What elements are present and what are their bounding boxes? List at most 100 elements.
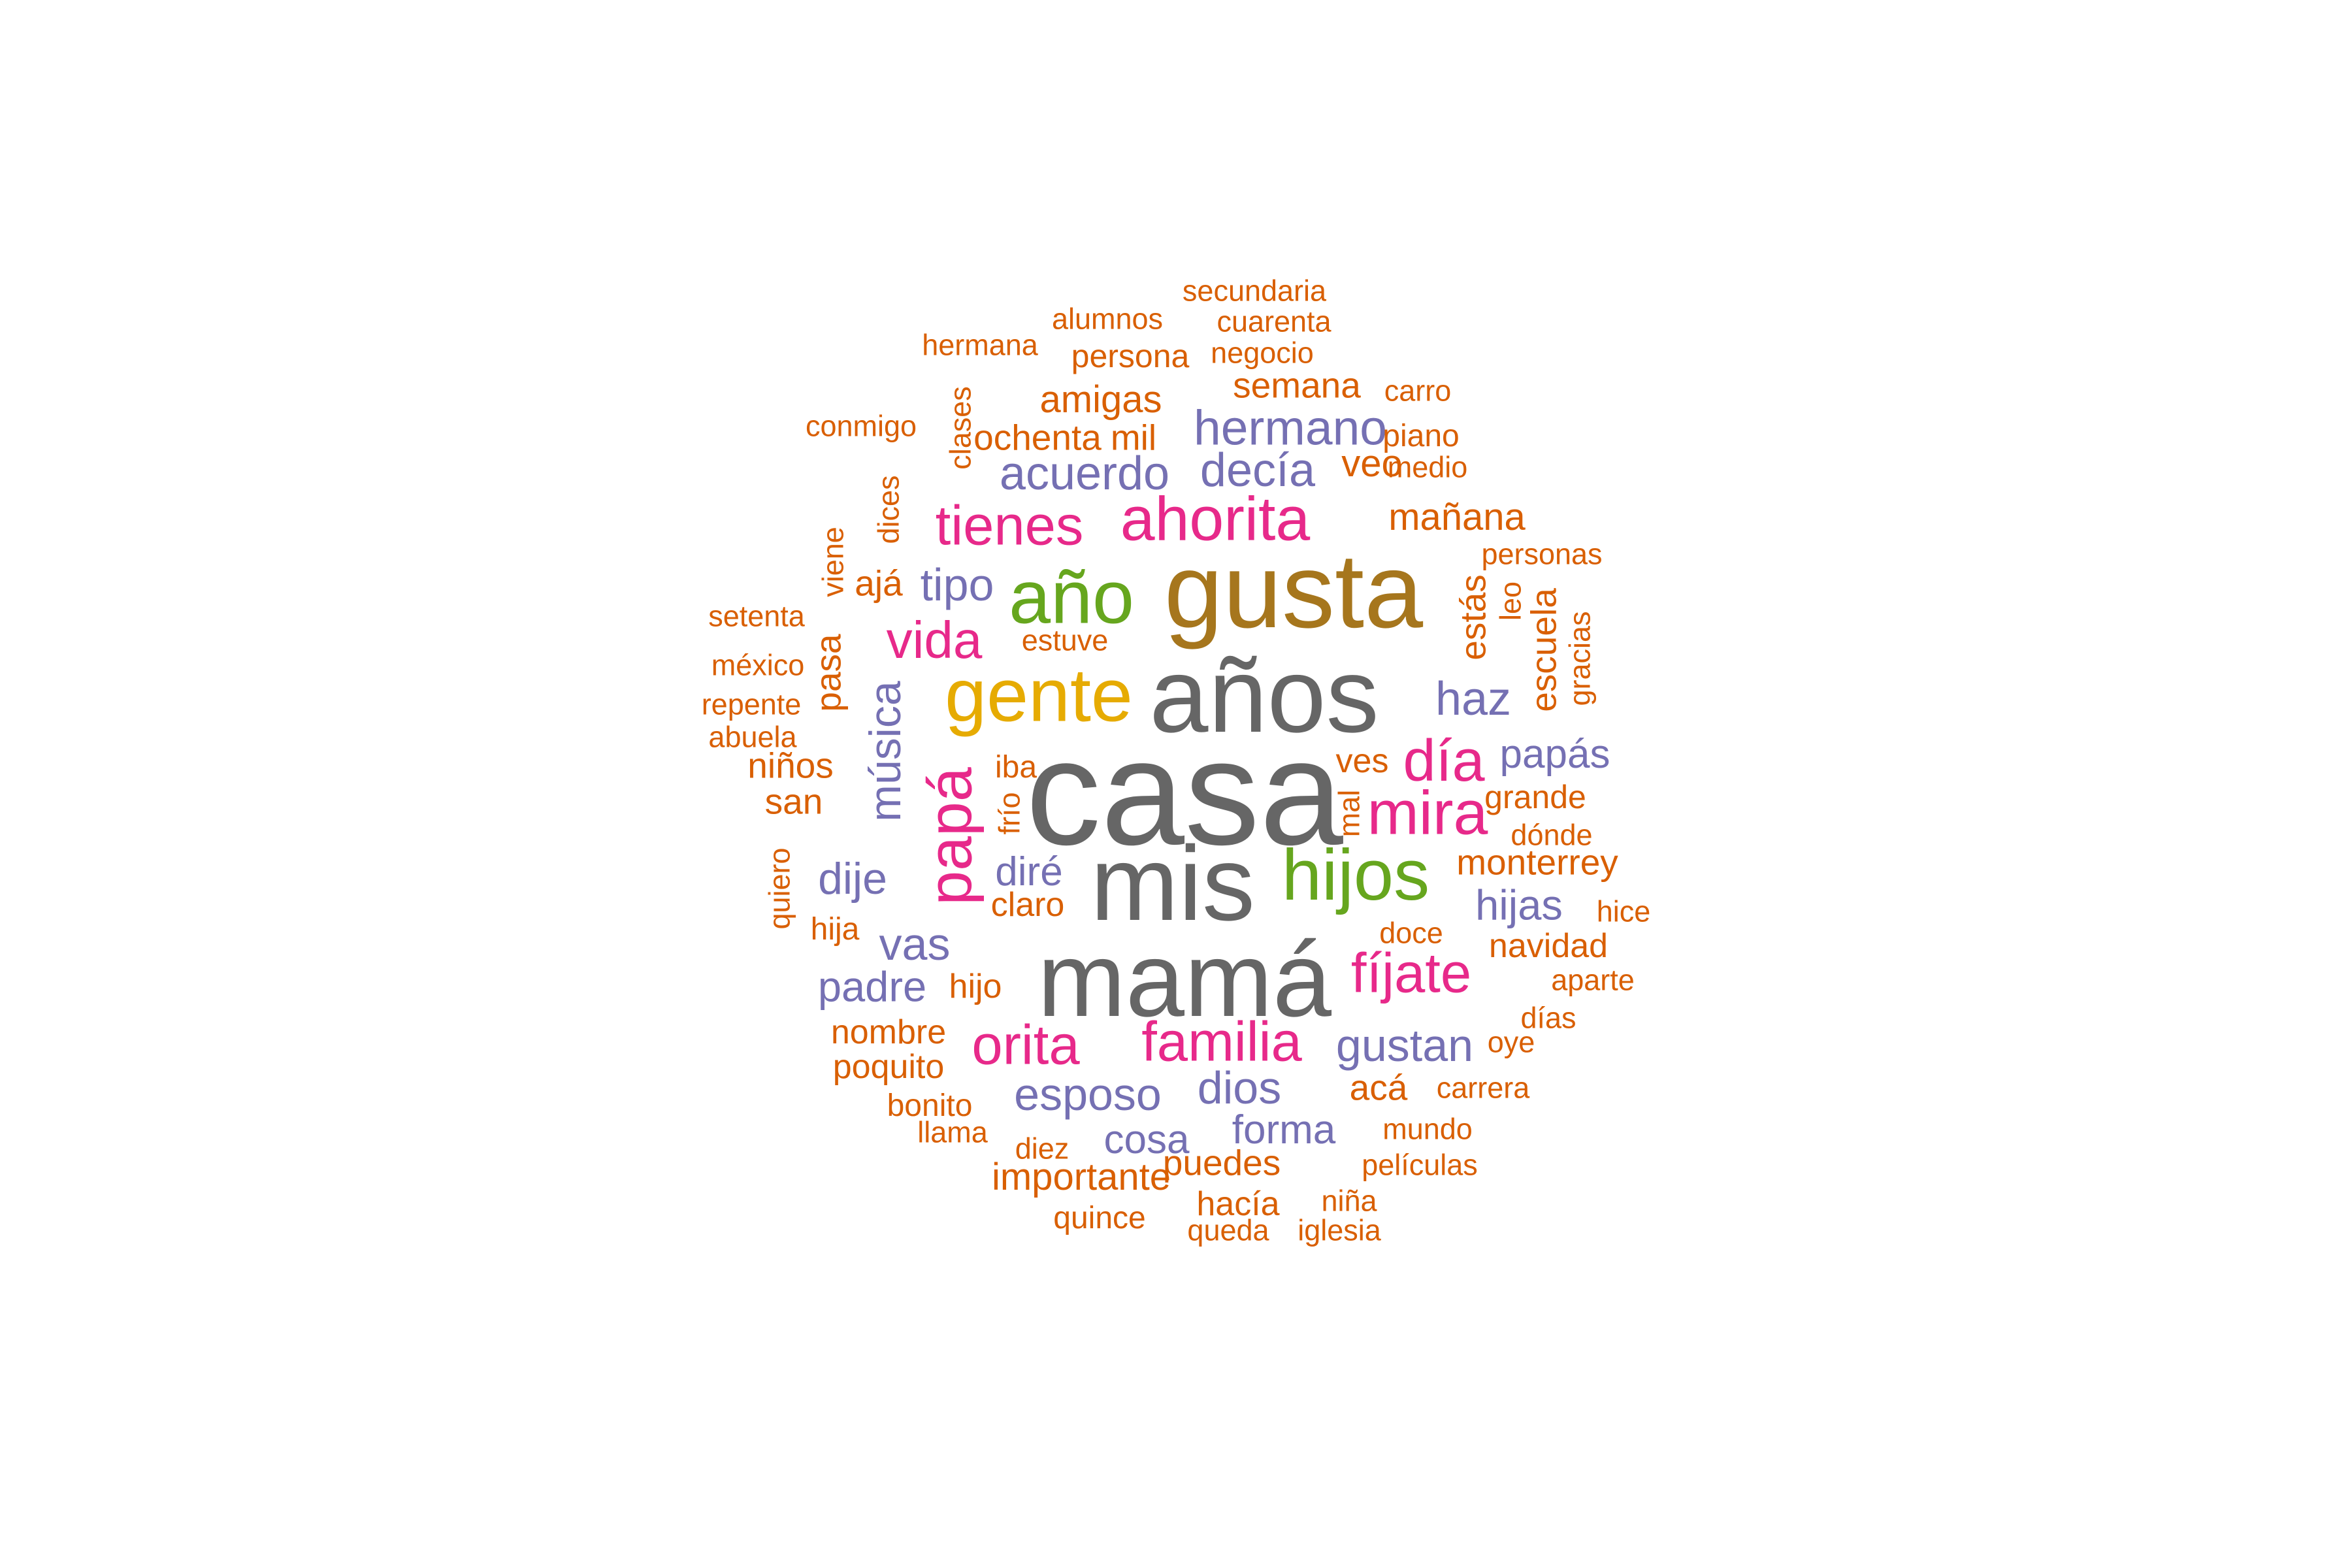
word-5: gente (945, 653, 1133, 738)
word-76: hice (1596, 894, 1651, 928)
word-9: tienes (935, 495, 1084, 557)
word-51: mañana (1388, 496, 1526, 538)
word-89: llama (917, 1115, 988, 1149)
word-21: haz (1435, 673, 1512, 725)
word-67: ves (1335, 742, 1389, 780)
word-31: dios (1197, 1062, 1282, 1113)
word-82: días (1520, 1001, 1576, 1035)
word-53: personas (1481, 537, 1603, 571)
word-71: mal (1332, 789, 1366, 838)
word-61: méxico (711, 648, 805, 682)
word-94: películas (1362, 1148, 1478, 1182)
word-72: dónde (1511, 818, 1593, 852)
word-39: negocio (1211, 336, 1314, 370)
word-19: decía (1200, 444, 1316, 497)
word-22: música (860, 681, 910, 822)
word-92: importante (991, 1156, 1171, 1198)
word-6: año (1009, 555, 1134, 640)
word-13: mira (1367, 778, 1488, 848)
word-68: grande (1484, 779, 1586, 815)
word-80: hijo (949, 968, 1002, 1005)
word-91: diez (1015, 1132, 1070, 1166)
word-2: mis (1090, 825, 1255, 943)
word-96: niña (1321, 1184, 1377, 1218)
word-86: acá (1349, 1067, 1408, 1108)
word-26: hijas (1475, 881, 1563, 929)
word-29: gustan (1335, 1020, 1474, 1071)
word-43: conmigo (805, 409, 917, 443)
word-81: aparte (1551, 963, 1635, 997)
word-24: dije (818, 854, 887, 904)
word-49: medio (1387, 450, 1468, 484)
word-8: ahorita (1120, 484, 1311, 554)
word-52: viene (816, 527, 850, 597)
word-63: repente (701, 687, 802, 721)
word-99: iglesia (1298, 1213, 1381, 1247)
word-60: estuve (1021, 623, 1109, 657)
word-74: monterrey (1456, 841, 1618, 883)
word-28: padre (817, 962, 927, 1011)
word-79: navidad (1488, 927, 1609, 965)
word-48: veo (1341, 442, 1403, 485)
word-10: familia (1141, 1011, 1302, 1073)
word-47: piano (1382, 419, 1460, 453)
word-83: nombre (830, 1013, 947, 1051)
word-38: persona (1071, 338, 1190, 374)
word-4: gusta (1164, 532, 1424, 650)
word-27: vas (879, 919, 951, 970)
word-56: estás (1452, 574, 1494, 661)
word-44: clases (943, 386, 977, 470)
word-17: hermano (1193, 400, 1388, 455)
word-12: papá (915, 767, 985, 906)
word-85: poquito (832, 1048, 945, 1086)
word-97: quince (1053, 1201, 1146, 1235)
word-7: hijos (1281, 835, 1430, 915)
word-88: bonito (887, 1088, 973, 1123)
word-40: amigas (1039, 378, 1162, 421)
word-23: papás (1499, 732, 1610, 777)
word-0: casa (1026, 708, 1343, 876)
word-98: queda (1187, 1213, 1269, 1247)
word-58: escuela (1523, 588, 1564, 712)
word-62: pasa (808, 634, 849, 712)
word-35: alumnos (1051, 302, 1164, 336)
word-95: hacía (1196, 1185, 1280, 1223)
word-87: carrera (1436, 1071, 1530, 1105)
word-75: claro (990, 886, 1065, 924)
word-16: vida (886, 611, 983, 669)
word-55: setenta (708, 599, 805, 633)
word-18: acuerdo (999, 448, 1170, 500)
word-3: años (1149, 636, 1379, 755)
word-64: abuela (708, 720, 797, 754)
word-25: diré (995, 849, 1063, 894)
word-69: san (764, 781, 823, 822)
word-45: ochenta (973, 417, 1102, 458)
word-30: esposo (1014, 1069, 1162, 1120)
word-90: mundo (1382, 1112, 1473, 1146)
word-20: tipo (920, 559, 994, 610)
word-70: frío (992, 792, 1026, 835)
word-66: iba (994, 750, 1037, 785)
word-46: mil (1110, 417, 1157, 458)
word-50: dices (872, 475, 906, 544)
word-59: gracias (1563, 611, 1597, 706)
word-34: secundaria (1182, 274, 1327, 308)
word-37: hermana (922, 328, 1038, 362)
word-78: doce (1379, 916, 1443, 950)
word-93: puedes (1162, 1142, 1281, 1183)
word-77: hija (810, 912, 860, 947)
word-11: orita (972, 1014, 1080, 1077)
word-14: día (1403, 728, 1485, 794)
word-73: quiero (762, 847, 796, 930)
word-57: leo (1494, 581, 1527, 621)
word-1: mamá (1037, 921, 1332, 1039)
word-32: cosa (1103, 1117, 1190, 1162)
word-15: fíjate (1350, 942, 1472, 1005)
word-41: semana (1233, 365, 1361, 406)
word-84: oye (1487, 1025, 1535, 1059)
word-42: carro (1384, 374, 1452, 408)
word-54: ajá (855, 563, 903, 604)
word-36: cuarenta (1217, 304, 1331, 338)
word-33: forma (1232, 1107, 1336, 1152)
